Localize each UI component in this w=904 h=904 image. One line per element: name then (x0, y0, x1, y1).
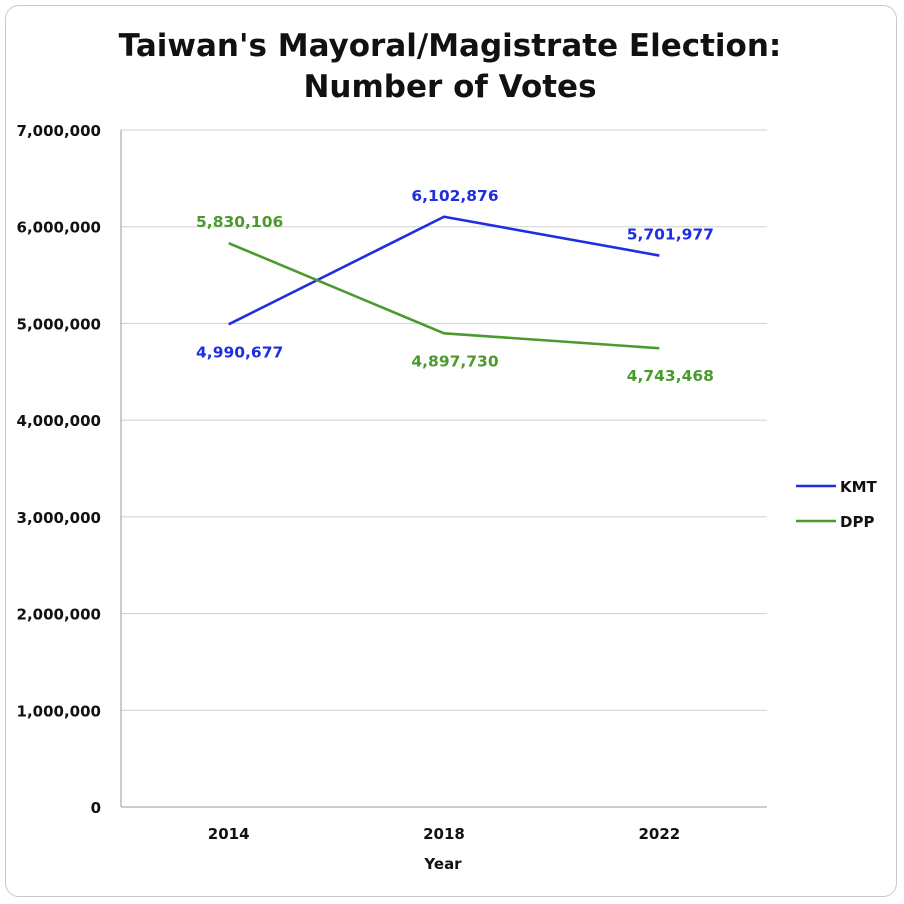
y-tick-label: 1,000,000 (17, 702, 101, 720)
y-tick-label: 7,000,000 (17, 122, 101, 140)
chart-frame (5, 5, 897, 897)
data-label-dpp: 4,743,468 (627, 367, 714, 385)
data-label-kmt: 5,701,977 (627, 226, 714, 244)
data-label-dpp: 4,897,730 (411, 352, 498, 370)
chart-title-line-2: Number of Votes (303, 69, 596, 105)
series-lines (228, 215, 660, 350)
data-labels: 4,990,677 6,102,876 5,701,977 5,830,106 4,89… (196, 187, 714, 385)
chart-title-line-1: Taiwan's Mayoral/Magistrate Election: (119, 28, 782, 64)
x-axis-tick-labels: 2014 2018 2022 (208, 825, 680, 843)
x-tick-label: 2014 (208, 825, 250, 843)
data-label-kmt: 4,990,677 (196, 343, 283, 361)
y-tick-label: 0 (91, 799, 101, 817)
y-tick-label: 2,000,000 (17, 606, 101, 624)
series-line-dpp (228, 241, 660, 350)
y-axis-tick-labels: 0 1,000,000 2,000,000 3,000,000 4,000,000 5,0… (17, 122, 101, 817)
legend-label-dpp: DPP (840, 513, 874, 531)
data-label-dpp: 5,830,106 (196, 213, 283, 231)
legend: KMT DPP (796, 478, 878, 531)
legend-label-kmt: KMT (840, 478, 878, 496)
chart-title: Taiwan's Mayoral/Magistrate Election: Nu… (119, 28, 782, 105)
y-tick-label: 5,000,000 (17, 315, 101, 333)
x-tick-label: 2022 (638, 825, 680, 843)
x-axis-title: Year (423, 855, 462, 873)
y-tick-label: 6,000,000 (17, 219, 101, 237)
data-label-kmt: 6,102,876 (411, 187, 498, 205)
y-tick-label: 4,000,000 (17, 412, 101, 430)
y-tick-label: 3,000,000 (17, 509, 101, 527)
x-tick-label: 2018 (423, 825, 465, 843)
series-line-kmt (228, 215, 660, 326)
gridlines (120, 129, 767, 808)
